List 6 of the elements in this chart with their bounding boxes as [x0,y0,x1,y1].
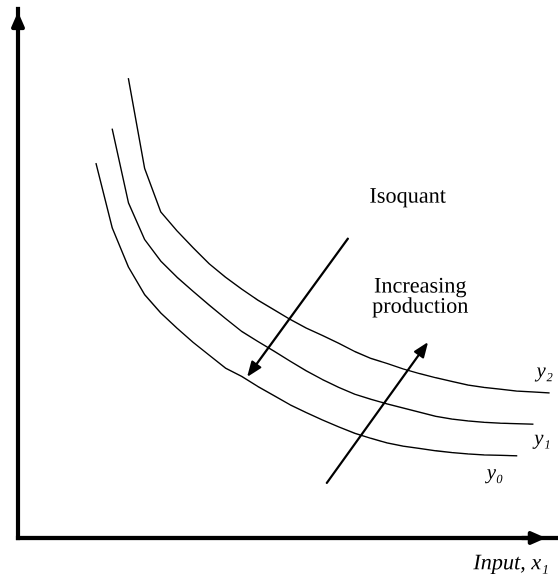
series-label: y₀ [485,469,502,484]
annotation: Increasing production [372,278,468,318]
x-axis-title: Input, x₁ [473,554,548,574]
annotation: Isoquant [370,188,446,208]
series-label: y₂ [534,367,552,382]
series-label: y₁ [532,434,550,449]
